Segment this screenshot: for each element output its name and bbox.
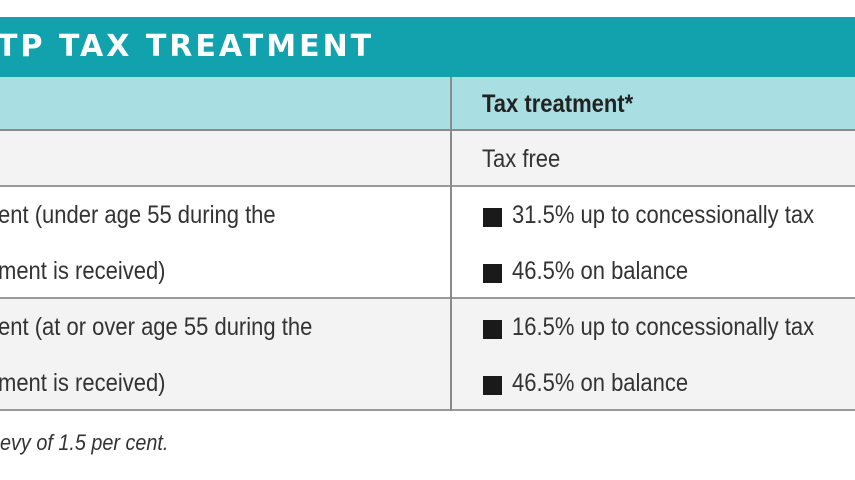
table-header-row <box>0 77 855 131</box>
payment-type-cell-line: ent (under age 55 during the <box>0 201 276 229</box>
column-header-tax-treatment: Tax treatment* <box>482 90 634 118</box>
tax-treatment-cell-line: 16.5% up to concessionally tax <box>512 313 815 341</box>
table-title: TP TAX TREATMENT <box>0 29 375 64</box>
payment-type-cell-line: ment is received) <box>0 257 166 285</box>
tax-treatment-cell-line: 46.5% on balance <box>512 369 689 397</box>
tax-treatment-cell-line: 46.5% on balance <box>512 257 689 285</box>
table-footnote: evy of 1.5 per cent. <box>0 430 169 455</box>
square-bullet-icon <box>483 320 502 339</box>
table-row: Tax free <box>0 131 855 187</box>
table-row: ent (at or over age 55 during the ment i… <box>0 299 855 411</box>
table-row: ent (under age 55 during the ment is rec… <box>0 187 855 299</box>
square-bullet-icon <box>483 264 502 283</box>
square-bullet-icon <box>483 376 502 395</box>
table-title-bar: TP TAX TREATMENT <box>0 17 855 77</box>
column-divider <box>450 77 452 411</box>
payment-type-cell-line: ent (at or over age 55 during the <box>0 313 313 341</box>
tax-treatment-cell-line: 31.5% up to concessionally tax <box>512 201 815 229</box>
square-bullet-icon <box>483 208 502 227</box>
payment-type-cell-line: ment is received) <box>0 369 166 397</box>
tax-treatment-cell: Tax free <box>482 145 561 173</box>
